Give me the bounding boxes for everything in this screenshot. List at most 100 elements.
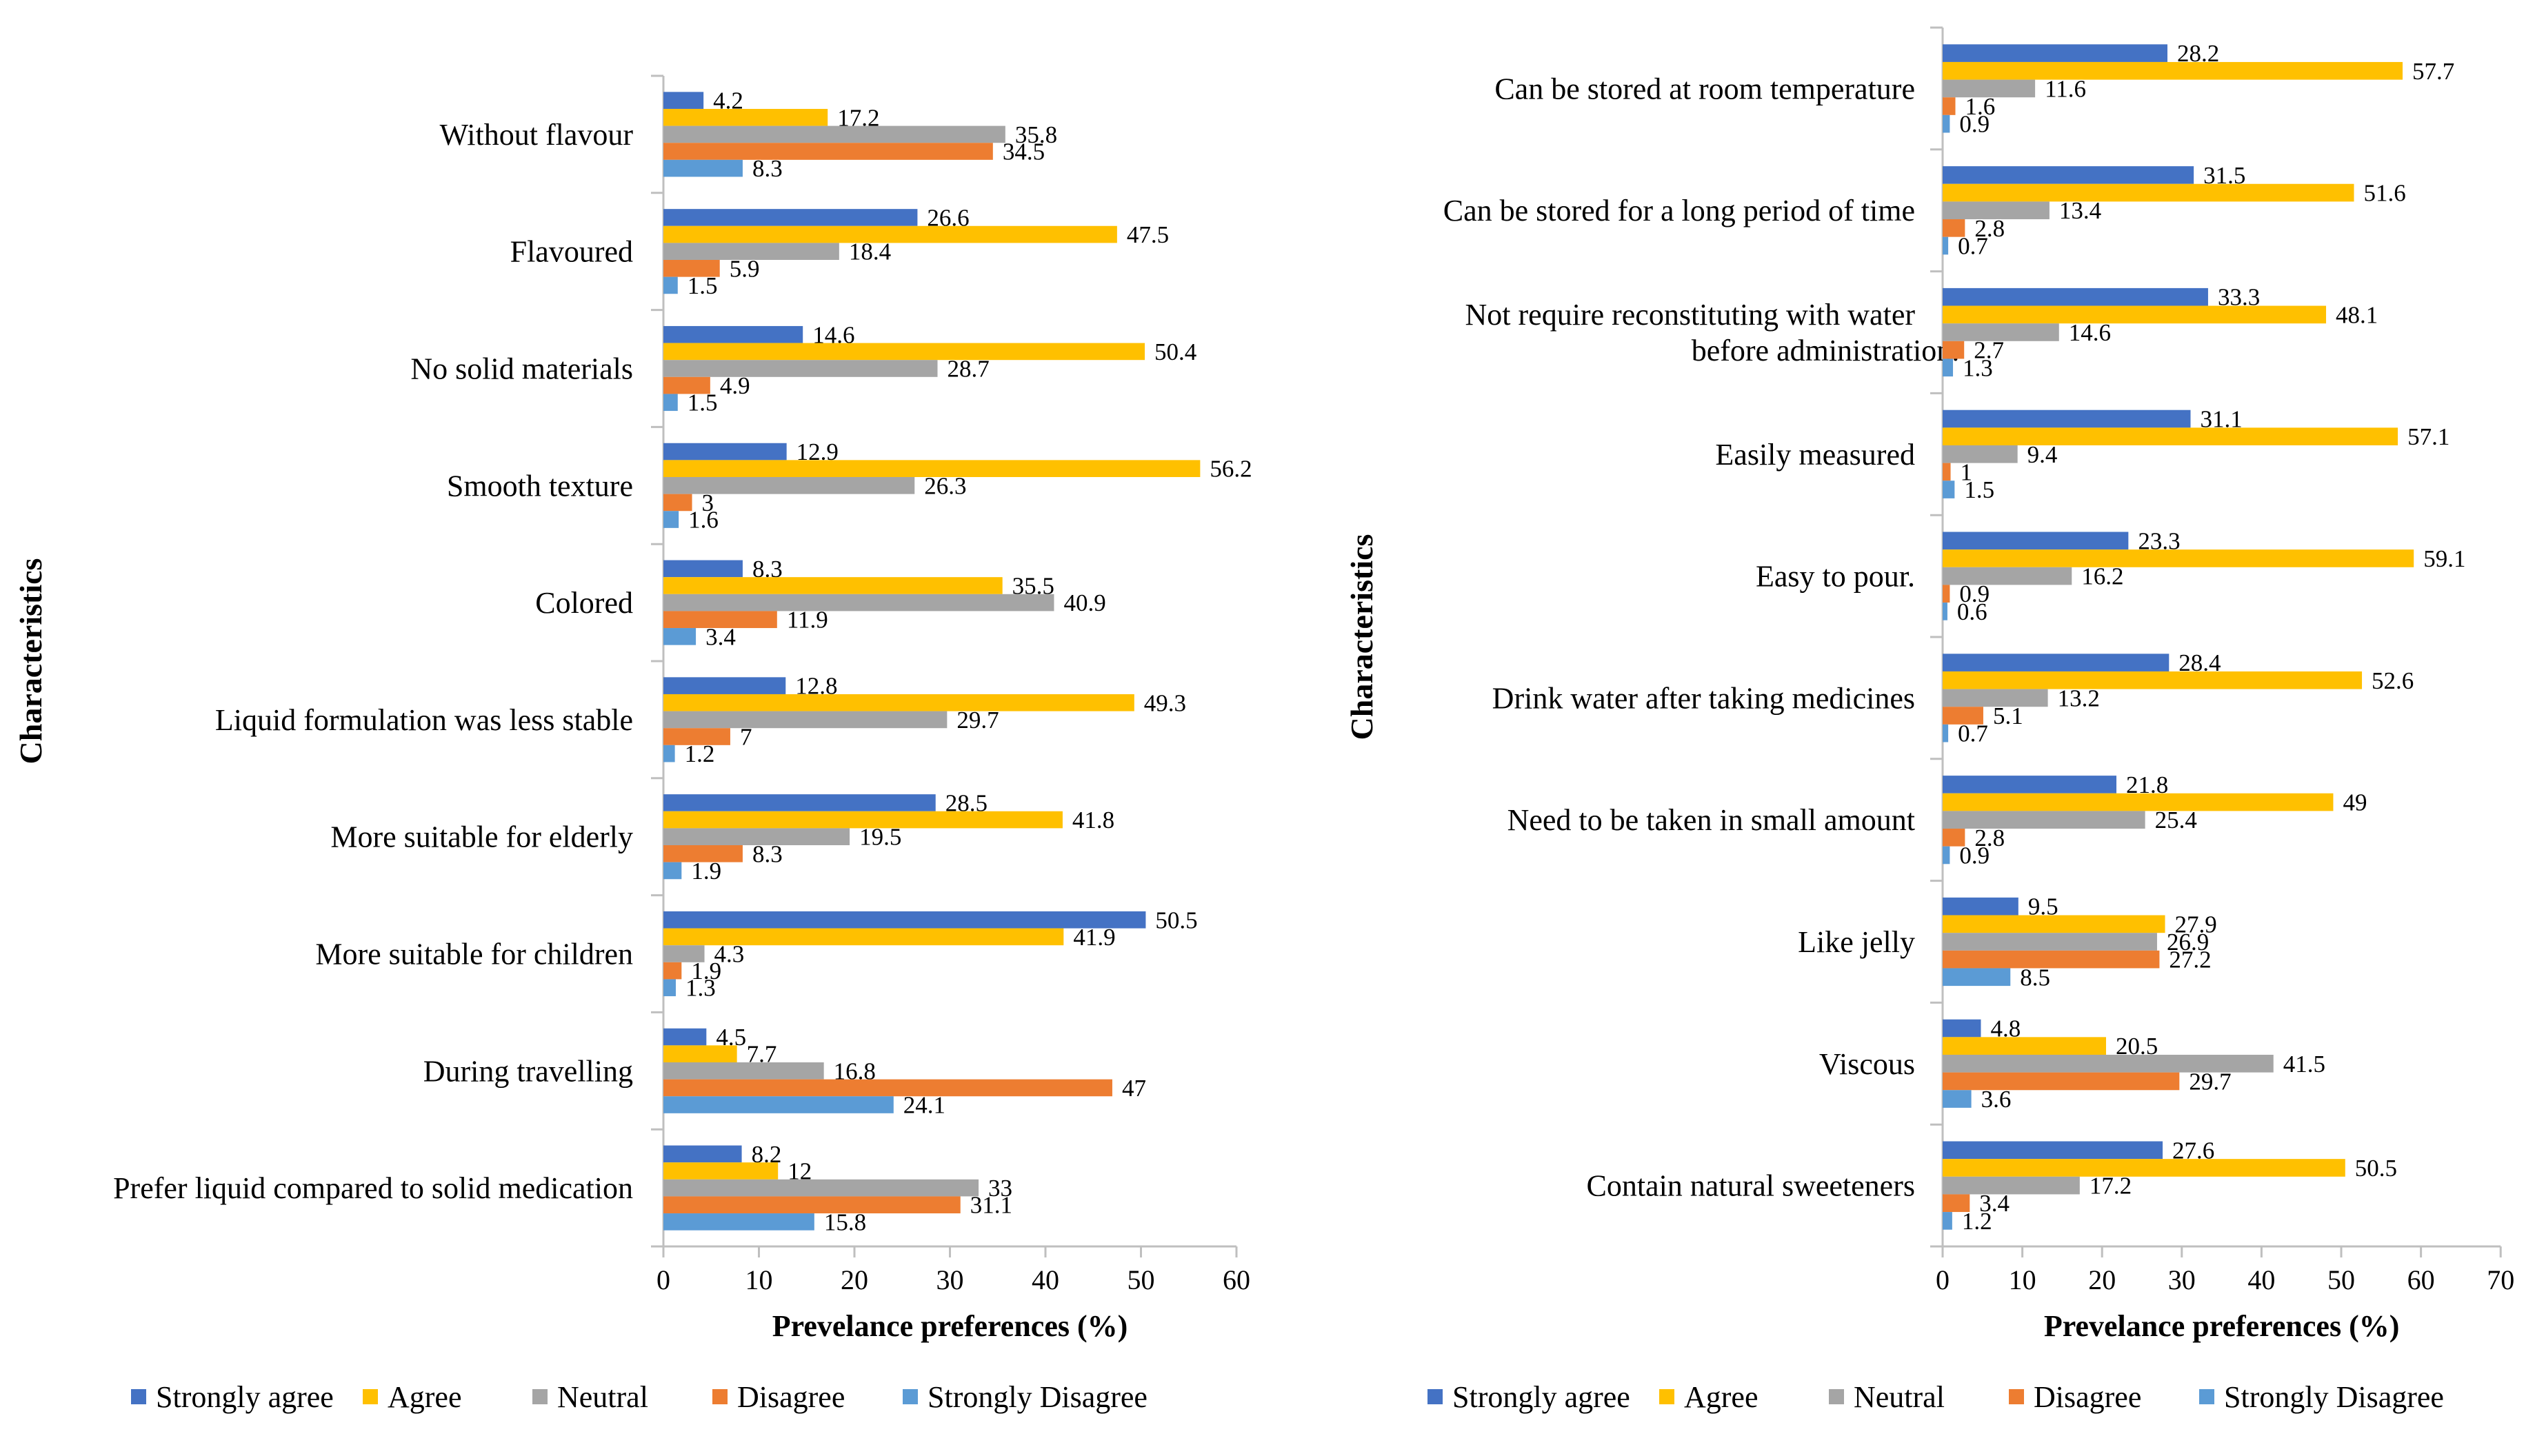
data-label: 24.1 bbox=[903, 1092, 945, 1119]
bar-neutral bbox=[663, 945, 705, 962]
bar-disagree bbox=[1943, 585, 1950, 603]
legend-swatch bbox=[1659, 1389, 1674, 1404]
bar-neutral bbox=[1943, 201, 2050, 220]
data-label: 1.5 bbox=[688, 390, 718, 416]
x-tick-label: 50 bbox=[1128, 1264, 1155, 1295]
x-tick-label: 40 bbox=[1032, 1264, 1059, 1295]
bar-strongly-agree bbox=[663, 911, 1146, 929]
data-label: 1.5 bbox=[1964, 476, 1994, 503]
data-label: 2.7 bbox=[1974, 337, 2004, 364]
bar-agree bbox=[663, 343, 1145, 361]
bar-agree bbox=[1943, 671, 2363, 689]
bar-strongly-disagree bbox=[663, 394, 678, 412]
data-label: 51.6 bbox=[2363, 180, 2405, 207]
category-label: More suitable for elderly bbox=[330, 820, 633, 854]
chart-right: 0 10 20 30 40 50 60 70 Prevelance preferences (%… bbox=[1344, 26, 2514, 1414]
data-label: 35.8 bbox=[1015, 121, 1057, 148]
data-label: 57.7 bbox=[2412, 58, 2454, 85]
legend-entry: Disagree bbox=[737, 1380, 845, 1414]
bar-agree bbox=[1943, 61, 2403, 80]
data-label: 18.4 bbox=[849, 239, 891, 265]
category-label: Colored bbox=[535, 586, 633, 620]
data-label: 57.1 bbox=[2407, 423, 2449, 450]
legend-entry: Strongly agree bbox=[1452, 1380, 1630, 1414]
bar-agree bbox=[663, 225, 1117, 243]
data-label: 41.9 bbox=[1073, 924, 1115, 951]
bar-disagree bbox=[1943, 707, 1983, 725]
bar-disagree bbox=[663, 845, 743, 862]
data-label: 27.9 bbox=[2175, 911, 2217, 938]
bar-agree bbox=[663, 460, 1201, 477]
bar-disagree bbox=[663, 260, 720, 277]
category-label: Can be stored for a long period of time bbox=[1443, 194, 1915, 228]
data-label: 4.9 bbox=[720, 372, 750, 399]
bar-agree bbox=[1943, 549, 2414, 567]
data-label: 8.3 bbox=[752, 155, 783, 182]
data-label: 1.3 bbox=[685, 975, 716, 1002]
legend-entry: Agree bbox=[388, 1380, 462, 1414]
category-label: before administration. bbox=[1692, 334, 1960, 367]
legend-entry: Disagree bbox=[2034, 1380, 2141, 1414]
legend-swatch bbox=[2009, 1389, 2024, 1404]
data-label: 5.9 bbox=[730, 255, 760, 282]
data-label: 0.7 bbox=[1958, 232, 1988, 259]
bar-strongly-disagree bbox=[1943, 1090, 1972, 1108]
bar-agree bbox=[1943, 793, 2334, 811]
bar-neutral bbox=[663, 360, 938, 377]
bar-agree bbox=[1943, 1159, 2345, 1177]
data-label: 52.6 bbox=[2372, 667, 2414, 694]
category-label: Prefer liquid compared to solid medicati… bbox=[113, 1171, 633, 1205]
data-label: 50.5 bbox=[2355, 1155, 2397, 1182]
bar-disagree bbox=[1943, 1072, 2180, 1091]
data-label: 1.3 bbox=[1963, 354, 1993, 381]
chart-left: 0 10 20 30 40 50 60 Prevelance preferences (%) C… bbox=[13, 74, 1252, 1414]
legend-swatch bbox=[131, 1389, 146, 1404]
bar-strongly-agree bbox=[663, 1145, 742, 1163]
bar-neutral bbox=[663, 476, 915, 494]
data-label: 13.2 bbox=[2058, 685, 2100, 711]
category-label: Not require reconstituting with water bbox=[1465, 298, 1916, 332]
data-label: 48.1 bbox=[2336, 301, 2378, 328]
x-tick-label: 50 bbox=[2327, 1264, 2355, 1295]
bar-strongly-agree bbox=[663, 209, 918, 226]
bar-strongly-agree bbox=[663, 560, 743, 578]
category-label: Need to be taken in small amount bbox=[1507, 803, 1915, 837]
bar-neutral bbox=[663, 594, 1054, 611]
data-label: 33 bbox=[988, 1175, 1012, 1202]
category-label: More suitable for children bbox=[315, 938, 633, 971]
bar-neutral bbox=[663, 711, 948, 729]
category-label: Viscous bbox=[1819, 1047, 1915, 1081]
bar-strongly-disagree bbox=[1943, 968, 2011, 987]
category-label: Can be stored at room temperature bbox=[1494, 72, 1915, 105]
data-label: 15.8 bbox=[824, 1209, 866, 1235]
data-label: 8.5 bbox=[2020, 964, 2050, 991]
bar-disagree bbox=[1943, 97, 1956, 115]
category-label: Easily measured bbox=[1715, 438, 1915, 472]
bar-strongly-agree bbox=[1943, 897, 2018, 916]
bar-agree bbox=[663, 928, 1064, 946]
data-label: 17.2 bbox=[2090, 1173, 2132, 1200]
bar-agree bbox=[1943, 183, 2354, 202]
bar-disagree bbox=[1943, 219, 1965, 237]
data-label: 59.1 bbox=[2423, 545, 2465, 572]
x-tick-label: 20 bbox=[841, 1264, 868, 1295]
bar-neutral bbox=[663, 1179, 979, 1197]
legend-entry: Strongly agree bbox=[156, 1380, 334, 1414]
bar-strongly-disagree bbox=[663, 276, 678, 294]
bar-strongly-disagree bbox=[1943, 846, 1950, 865]
bar-strongly-agree bbox=[1943, 287, 2208, 306]
category-label: Like jelly bbox=[1798, 925, 1915, 959]
bar-disagree bbox=[1943, 950, 2160, 969]
bar-disagree bbox=[663, 728, 730, 745]
x-tick-label: 0 bbox=[1936, 1264, 1950, 1295]
category-label: Drink water after taking medicines bbox=[1492, 681, 1915, 715]
bar-strongly-disagree bbox=[1943, 724, 1949, 742]
legend-swatch bbox=[532, 1389, 548, 1404]
bar-strongly-disagree bbox=[1943, 358, 1954, 377]
data-label: 4.3 bbox=[714, 941, 745, 968]
data-label: 26.9 bbox=[2167, 929, 2209, 956]
data-label: 47.5 bbox=[1127, 221, 1169, 248]
bar-neutral bbox=[663, 243, 839, 261]
data-label: 1.6 bbox=[688, 507, 719, 534]
data-label: 25.4 bbox=[2155, 807, 2197, 833]
